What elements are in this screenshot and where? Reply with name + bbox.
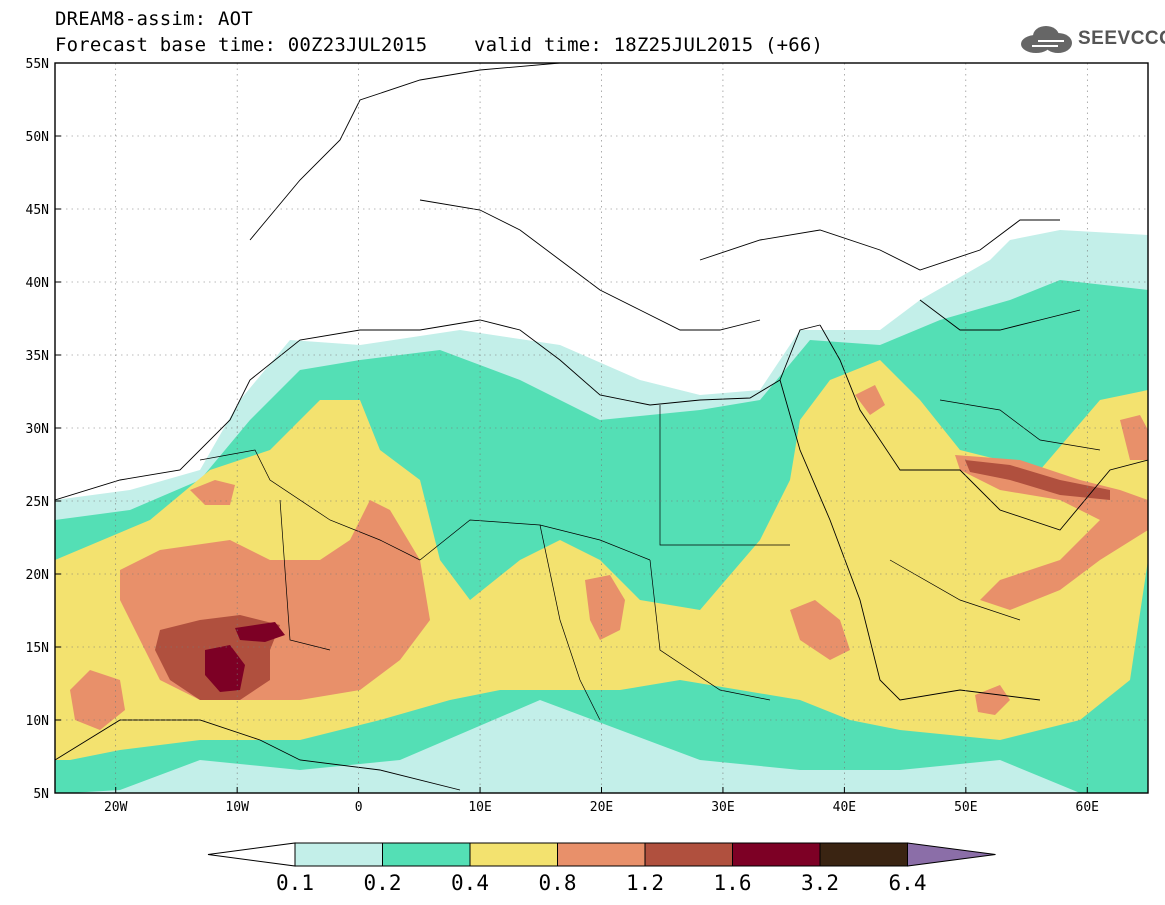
latitude-axis: 55N 50N 45N 40N 35N 30N 25N 20N 15N 10N 5N bbox=[26, 57, 61, 802]
lon-tick-label: 20E bbox=[590, 800, 613, 815]
aot-band-c4-chad bbox=[585, 575, 625, 640]
lon-tick-label: 30E bbox=[711, 800, 734, 815]
aot-band-c5-gulf bbox=[965, 460, 1110, 500]
colorbar-level-label: 1.6 bbox=[714, 871, 752, 895]
aot-band-c4-eritrea bbox=[790, 600, 850, 660]
forecast-time-subtitle: Forecast base time: 00Z23JUL2015 valid t… bbox=[55, 34, 824, 56]
colorbar-box bbox=[382, 842, 471, 867]
lon-tick-label: 10E bbox=[468, 800, 491, 815]
lon-tick-label: 50E bbox=[954, 800, 977, 815]
colorbar-level-label: 0.4 bbox=[451, 871, 489, 895]
lat-tick-label: 45N bbox=[26, 203, 49, 218]
logo-text: SEEVCCC bbox=[1078, 28, 1165, 49]
lon-tick-label: 40E bbox=[833, 800, 856, 815]
colorbar-level-label: 0.8 bbox=[539, 871, 577, 895]
colorbar-level-label: 3.2 bbox=[801, 871, 839, 895]
aot-field bbox=[55, 63, 1148, 793]
lat-tick-label: 15N bbox=[26, 641, 49, 656]
colorbar-under-triangle bbox=[207, 842, 296, 867]
colorbar-level-label: 6.4 bbox=[889, 871, 927, 895]
lat-tick-label: 25N bbox=[26, 495, 49, 510]
lon-tick-label: 60E bbox=[1076, 800, 1099, 815]
lat-tick-label: 5N bbox=[33, 787, 49, 802]
colorbar-box bbox=[557, 842, 646, 867]
gridlines bbox=[55, 63, 1148, 793]
colorbar-over-triangle bbox=[907, 842, 996, 867]
lat-tick-label: 35N bbox=[26, 349, 49, 364]
colorbar: 0.1 0.2 0.4 0.8 1.2 1.6 3.2 6.4 bbox=[207, 842, 996, 895]
aot-band-c6 bbox=[205, 645, 245, 692]
aot-band-c6-north bbox=[235, 622, 285, 642]
aot-band-c4-somalia bbox=[975, 685, 1010, 715]
longitude-axis: 20W 10W 0 10E 20E 30E 40E 50E 60E bbox=[104, 787, 1099, 815]
lon-tick-label: 10W bbox=[225, 800, 249, 815]
lat-tick-label: 55N bbox=[26, 57, 49, 72]
colorbar-level-label: 1.2 bbox=[626, 871, 664, 895]
chart-title: DREAM8-assim: AOT bbox=[55, 8, 253, 30]
colorbar-box bbox=[732, 842, 821, 867]
aot-band-c4-mauritania bbox=[190, 480, 235, 505]
colorbar-level-label: 0.2 bbox=[364, 871, 402, 895]
country-borders bbox=[199, 399, 1101, 721]
lat-tick-label: 10N bbox=[26, 714, 49, 729]
lat-tick-label: 50N bbox=[26, 130, 49, 145]
lat-tick-label: 40N bbox=[26, 276, 49, 291]
lon-tick-label: 20W bbox=[104, 800, 128, 815]
aot-band-c4-sahel-west bbox=[70, 670, 125, 730]
lat-tick-label: 30N bbox=[26, 422, 49, 437]
colorbar-box bbox=[819, 842, 908, 867]
lat-tick-label: 20N bbox=[26, 568, 49, 583]
colorbar-box bbox=[294, 842, 383, 867]
aot-band-c4-jordan bbox=[855, 385, 885, 415]
lon-tick-label: 0 bbox=[355, 800, 363, 815]
colorbar-box bbox=[469, 842, 558, 867]
colorbar-level-label: 0.1 bbox=[276, 871, 314, 895]
cloud-icon bbox=[1021, 26, 1072, 53]
colorbar-box bbox=[644, 842, 733, 867]
aot-band-c4-oman bbox=[1120, 415, 1148, 460]
